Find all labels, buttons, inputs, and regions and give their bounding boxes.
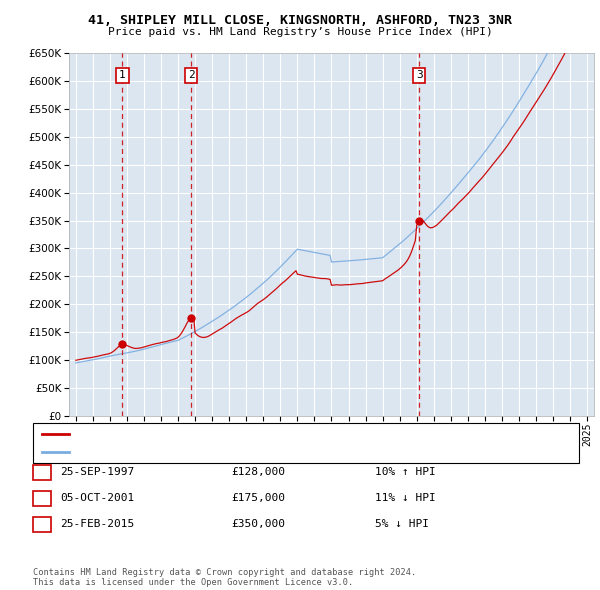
Text: 5% ↓ HPI: 5% ↓ HPI	[375, 519, 429, 529]
Text: Price paid vs. HM Land Registry’s House Price Index (HPI): Price paid vs. HM Land Registry’s House …	[107, 27, 493, 37]
Text: 25-SEP-1997: 25-SEP-1997	[60, 467, 134, 477]
Text: 05-OCT-2001: 05-OCT-2001	[60, 493, 134, 503]
Text: This data is licensed under the Open Government Licence v3.0.: This data is licensed under the Open Gov…	[33, 578, 353, 587]
Text: 2: 2	[38, 493, 46, 503]
Text: 41, SHIPLEY MILL CLOSE, KINGSNORTH, ASHFORD, TN23 3NR: 41, SHIPLEY MILL CLOSE, KINGSNORTH, ASHF…	[88, 14, 512, 27]
Text: £350,000: £350,000	[231, 519, 285, 529]
Text: 11% ↓ HPI: 11% ↓ HPI	[375, 493, 436, 503]
Text: 1: 1	[38, 467, 46, 477]
Text: 25-FEB-2015: 25-FEB-2015	[60, 519, 134, 529]
Text: 10% ↑ HPI: 10% ↑ HPI	[375, 467, 436, 477]
Text: 2: 2	[188, 70, 194, 80]
Text: 3: 3	[38, 519, 46, 529]
Text: 1: 1	[119, 70, 126, 80]
Text: £128,000: £128,000	[231, 467, 285, 477]
Text: HPI: Average price, detached house, Ashford: HPI: Average price, detached house, Ashf…	[74, 447, 326, 457]
Text: £175,000: £175,000	[231, 493, 285, 503]
Text: 3: 3	[416, 70, 422, 80]
Text: 41, SHIPLEY MILL CLOSE, KINGSNORTH, ASHFORD, TN23 3NR (detached house): 41, SHIPLEY MILL CLOSE, KINGSNORTH, ASHF…	[74, 429, 485, 439]
Text: Contains HM Land Registry data © Crown copyright and database right 2024.: Contains HM Land Registry data © Crown c…	[33, 568, 416, 577]
